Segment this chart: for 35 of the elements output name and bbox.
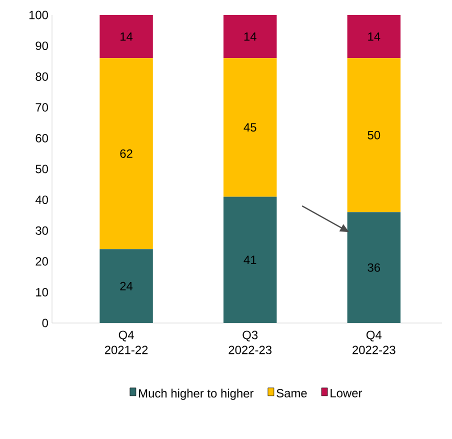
x-tick-label: Q4 2021-22 xyxy=(104,330,148,354)
data-label: 14 xyxy=(120,32,133,41)
legend-label: Lower xyxy=(330,389,362,398)
y-tick-label: 60 xyxy=(36,134,48,142)
x-tick-label: Q4 2022-23 xyxy=(352,330,396,354)
data-label: 36 xyxy=(368,263,380,272)
y-tick-label: 10 xyxy=(36,288,48,296)
y-tick-label: 90 xyxy=(36,42,48,50)
data-label: 62 xyxy=(120,149,132,158)
bar xyxy=(223,196,277,323)
bar xyxy=(100,58,153,250)
data-label: 24 xyxy=(120,282,133,290)
y-tick-label: 80 xyxy=(36,72,48,81)
bar xyxy=(223,14,277,58)
y-tick-label: 70 xyxy=(36,103,48,112)
y-tick-label: 50 xyxy=(36,164,48,174)
legend-label: Much higher to higher xyxy=(139,388,254,400)
bar xyxy=(347,58,401,212)
data-label: 45 xyxy=(244,123,256,132)
data-label: 14 xyxy=(244,32,256,41)
bar xyxy=(100,14,153,58)
y-tick-label: 100 xyxy=(29,10,48,20)
data-label: 14 xyxy=(368,32,380,41)
x-tick-label: Q3 2022-23 xyxy=(228,330,272,354)
bar xyxy=(223,58,277,197)
data-label: 41 xyxy=(244,256,256,264)
y-tick-label: 40 xyxy=(35,196,48,204)
bar xyxy=(347,212,401,323)
data-label: 50 xyxy=(368,130,380,140)
legend-label: Same xyxy=(276,388,307,398)
y-tick-label: 30 xyxy=(36,226,48,235)
y-tick-label: 20 xyxy=(36,257,48,266)
bar xyxy=(347,14,401,58)
bar xyxy=(100,249,153,323)
y-tick-label: 0 xyxy=(42,318,48,328)
